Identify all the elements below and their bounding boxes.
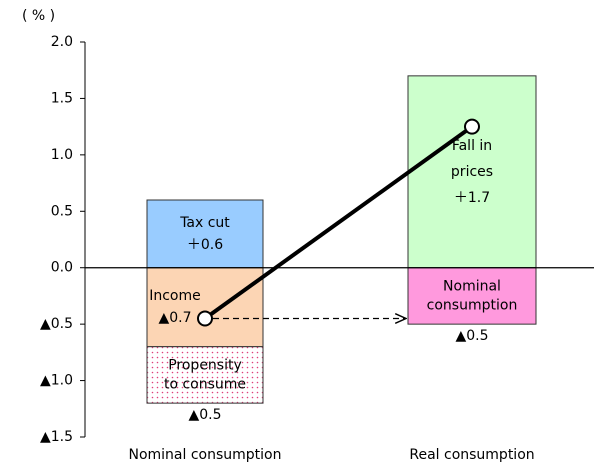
- value-label: ＋1.7: [454, 190, 490, 206]
- segment-name: Nominal: [443, 278, 501, 294]
- unit-label: ( % ): [22, 8, 55, 24]
- y-tick-label: 1.5: [51, 90, 73, 106]
- value-label: ▲0.5: [455, 328, 488, 344]
- bar-segment: [146, 267, 264, 348]
- x-tick-label: Real consumption: [409, 447, 534, 463]
- y-tick-label: ▲1.5: [40, 429, 73, 445]
- net-point: [197, 310, 213, 327]
- bar-segment: [407, 75, 537, 269]
- segment-name: Fall in: [452, 138, 492, 154]
- value-label: ▲0.5: [188, 407, 221, 423]
- segment-name: to consume: [164, 376, 246, 392]
- value-label: ＋0.6: [187, 237, 223, 253]
- segment-name: prices: [451, 164, 493, 180]
- segment-name: Income: [149, 288, 201, 304]
- net-point: [464, 118, 480, 135]
- bar-segment: [407, 267, 537, 325]
- value-label: ▲0.7: [158, 310, 191, 326]
- y-tick-label: 2.0: [51, 34, 73, 50]
- net-line: [203, 125, 474, 321]
- segment-name: consumption: [427, 297, 518, 313]
- y-tick-label: 1.0: [51, 147, 73, 163]
- bar-segment: [146, 199, 264, 269]
- bar-segment: [146, 346, 264, 404]
- segment-name: Propensity: [168, 357, 242, 373]
- y-tick-label: 0.0: [51, 260, 73, 276]
- y-tick-label: ▲1.0: [40, 373, 73, 389]
- segment-name: Tax cut: [179, 215, 230, 231]
- x-tick-label: Nominal consumption: [128, 447, 281, 463]
- y-tick-label: 0.5: [51, 203, 73, 219]
- y-tick-label: ▲0.5: [40, 316, 73, 332]
